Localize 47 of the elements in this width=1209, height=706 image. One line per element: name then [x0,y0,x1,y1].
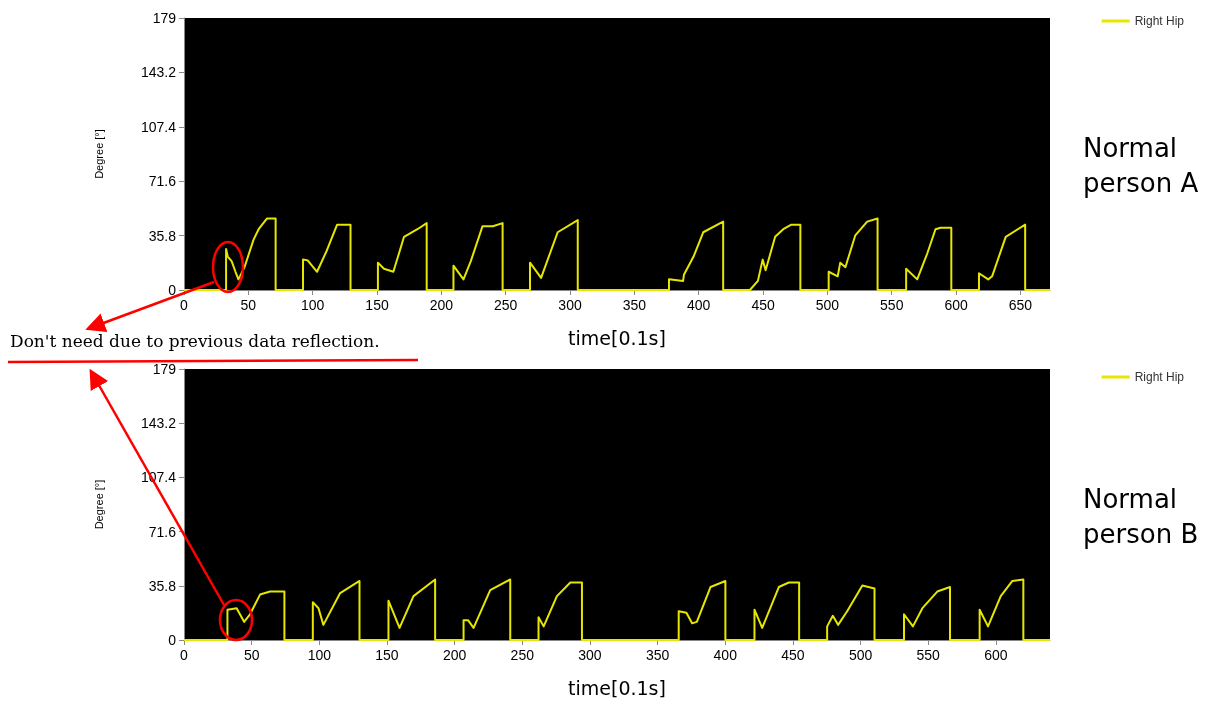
x-axis-title: time[0.1s] [568,326,666,349]
y-axis-title: Degree [°] [92,129,105,179]
x-tick-label: 0 [180,297,189,313]
x-tick-label: 300 [578,647,602,663]
x-tick-label: 250 [510,647,535,663]
y-tick-label: 107.4 [140,118,177,135]
x-tick-label: 100 [307,647,332,663]
text: Normal person A [1083,132,1199,198]
x-tick-label: 150 [365,297,389,313]
x-tick-label: 550 [880,297,904,313]
x-tick-label: 600 [984,647,1008,663]
x-tick-label: 150 [375,647,399,663]
y-tick-label: 0 [168,282,177,298]
x-tick-label: 500 [815,297,840,313]
x-tick-label: 0 [180,647,189,663]
x-tick-label: 200 [429,297,454,313]
x-tick-label: 500 [848,647,873,663]
text: Don't need due to previous data reflection. [10,330,380,351]
x-tick-label: 400 [713,647,738,663]
x-tick-label: 400 [687,297,711,313]
y-tick-label: 0 [168,632,177,648]
legend-label: Right Hip [1134,370,1185,384]
y-tick-label: 35.8 [148,577,177,594]
x-tick-label: 450 [751,297,775,313]
y-tick-label: 143.2 [140,415,177,432]
text: Normal person B [1083,483,1199,549]
x-tick-label: 50 [240,297,257,313]
x-axis-title: time[0.1s] [568,676,666,699]
x-tick-label: 600 [944,297,968,313]
x-tick-label: 650 [1008,297,1033,313]
y-tick-label: 71.6 [148,523,177,540]
y-tick-label: 179 [152,361,177,377]
y-tick-label: 143.2 [140,64,177,81]
legend-label: Right Hip [1134,14,1185,28]
x-tick-label: 450 [781,647,805,663]
x-tick-label: 200 [442,647,467,663]
y-tick-label: 71.6 [148,173,177,190]
x-tick-label: 250 [494,297,518,313]
x-tick-label: 350 [645,647,670,663]
x-tick-label: 100 [301,297,325,313]
y-tick-label: 179 [152,10,177,26]
y-tick-label: 35.8 [148,227,177,244]
x-tick-label: 50 [243,647,260,663]
x-tick-label: 350 [622,297,647,313]
x-tick-label: 550 [916,647,941,663]
x-tick-label: 300 [558,297,582,313]
y-axis-title: Degree [°] [92,479,105,530]
